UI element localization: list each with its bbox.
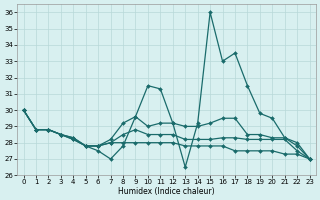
X-axis label: Humidex (Indice chaleur): Humidex (Indice chaleur) [118,187,215,196]
